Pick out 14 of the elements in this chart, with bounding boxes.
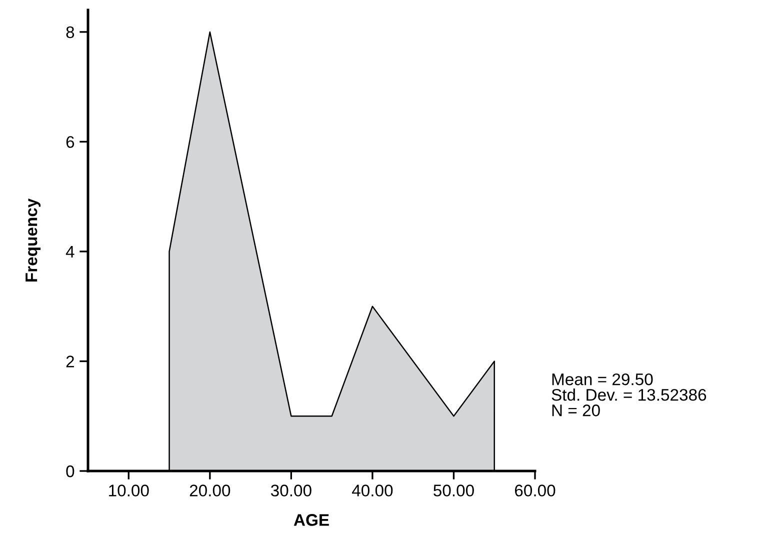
x-tick-label: 10.00 bbox=[109, 484, 149, 496]
x-tick-label: 40.00 bbox=[352, 484, 393, 496]
y-tick-label: 0 bbox=[66, 465, 74, 478]
text: Mean = 29.50 Std. Dev. = 13.52386 N = 20 bbox=[552, 373, 706, 416]
y-tick-label: 4 bbox=[66, 246, 74, 258]
y-tick-label: 2 bbox=[66, 356, 74, 368]
y-axis-title: Frequency bbox=[26, 198, 41, 282]
x-tick-label: 30.00 bbox=[270, 484, 312, 496]
y-tick-label: 8 bbox=[66, 26, 74, 38]
y-tick-label: 6 bbox=[66, 136, 74, 148]
x-axis-title: AGE bbox=[294, 514, 329, 526]
x-tick-label: 60.00 bbox=[514, 484, 556, 496]
x-tick-label: 20.00 bbox=[190, 484, 230, 496]
x-tick-label: 50.00 bbox=[434, 484, 474, 496]
